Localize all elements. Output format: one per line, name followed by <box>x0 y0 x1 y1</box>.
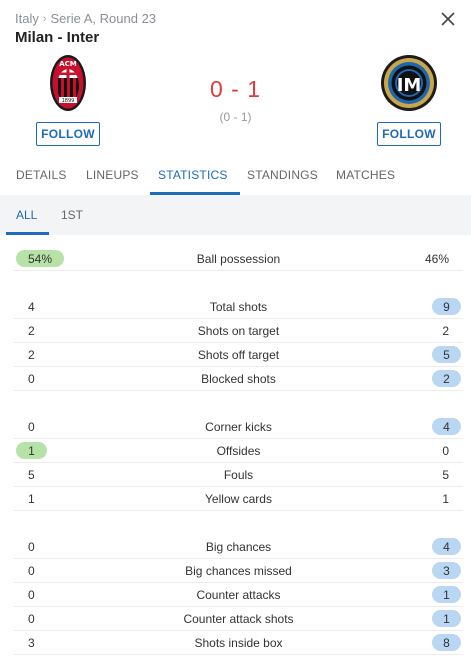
stat-home-value: 0 <box>28 563 35 578</box>
stat-label: Total shots <box>209 299 268 314</box>
stat-row-shots-off-target: 2 Shots off target 5 <box>14 343 463 367</box>
stat-row-big-chances: 0 Big chances 4 <box>14 535 463 559</box>
stat-home-value: 0 <box>28 611 35 626</box>
stat-label: Ball possession <box>196 251 281 266</box>
halftime-score: (0 - 1) <box>219 110 252 124</box>
stat-home-value: 1 <box>28 491 35 506</box>
breadcrumb-competition[interactable]: Serie A, Round 23 <box>50 11 157 26</box>
stat-label: Fouls <box>223 467 254 482</box>
stat-home-value: 54% <box>16 250 65 267</box>
stat-row-big-chances-missed: 0 Big chances missed 3 <box>14 559 463 583</box>
stat-label: Big chances <box>205 539 272 554</box>
stat-away-value: 9 <box>432 298 461 315</box>
stat-home-value: 0 <box>28 419 35 434</box>
stat-row-shots-inside-box: 3 Shots inside box 8 <box>14 631 463 655</box>
breadcrumb-country[interactable]: Italy <box>15 11 39 26</box>
stat-away-value: 4 <box>432 418 461 435</box>
stat-label: Shots on target <box>197 323 280 338</box>
stat-away-value: 5 <box>432 346 461 363</box>
stat-row-total-shots: 4 Total shots 9 <box>14 295 463 319</box>
away-logo-text: IM <box>397 75 422 96</box>
chevron-right-icon: › <box>42 12 47 25</box>
stat-away-value: 1 <box>442 491 449 506</box>
tab-matches[interactable]: MATCHES <box>336 168 396 182</box>
stat-home-value: 4 <box>28 299 35 314</box>
tab-standings[interactable]: STANDINGS <box>247 168 318 182</box>
stat-row-counter-attacks: 0 Counter attacks 1 <box>14 583 463 607</box>
stat-home-value: 1 <box>16 442 47 459</box>
stat-away-value: 8 <box>432 634 461 651</box>
home-logo-text: ACM <box>59 60 77 68</box>
stat-away-value: 46% <box>424 251 449 266</box>
stat-home-value: 2 <box>28 347 35 362</box>
stat-row-offsides: 1 Offsides 0 <box>14 439 463 463</box>
stat-home-value: 0 <box>28 587 35 602</box>
tab-details[interactable]: DETAILS <box>16 168 67 182</box>
tab-statistics[interactable]: STATISTICS <box>150 160 240 195</box>
stat-away-value: 3 <box>432 562 461 579</box>
subtab-all[interactable]: ALL <box>5 208 50 235</box>
stat-row-yellow-cards: 1 Yellow cards 1 <box>14 487 463 511</box>
home-logo-year: 1899 <box>62 98 75 104</box>
stat-away-value: 4 <box>432 538 461 555</box>
follow-home-button[interactable]: FOLLOW <box>36 122 100 146</box>
stat-label: Offsides <box>216 443 261 458</box>
stat-label: Corner kicks <box>205 419 272 434</box>
stat-label: Counter attacks <box>196 587 281 602</box>
close-icon[interactable] <box>439 10 457 28</box>
match-title: Milan - Inter <box>15 29 100 46</box>
home-team-logo[interactable]: ACM 1899 <box>38 53 98 113</box>
stat-row-corner-kicks: 0 Corner kicks 4 <box>14 415 463 439</box>
stat-home-value: 0 <box>28 539 35 554</box>
stat-row-shots-on-target: 2 Shots on target 2 <box>14 319 463 343</box>
stat-away-value: 2 <box>442 323 449 338</box>
breadcrumb: Italy › Serie A, Round 23 <box>15 11 156 26</box>
stat-away-value: 2 <box>432 370 461 387</box>
match-tabs: DETAILS LINEUPS STATISTICS STANDINGS MAT… <box>0 160 471 195</box>
stat-label: Big chances missed <box>185 563 292 578</box>
stat-row-counter-attack-shots: 0 Counter attack shots 1 <box>14 607 463 631</box>
stat-away-value: 1 <box>432 586 461 603</box>
subtab-first-half[interactable]: 1ST <box>61 208 84 222</box>
stat-label: Shots inside box <box>194 635 283 650</box>
stat-home-value: 3 <box>28 635 35 650</box>
away-team-logo[interactable]: IM <box>379 53 439 113</box>
stat-row-blocked-shots: 0 Blocked shots 2 <box>14 367 463 391</box>
stat-label: Blocked shots <box>201 371 276 386</box>
follow-away-button[interactable]: FOLLOW <box>377 122 441 146</box>
stat-label: Shots off target <box>197 347 280 362</box>
stat-row-ball-possession: 54% Ball possession 46% <box>14 247 463 271</box>
stat-home-value: 5 <box>28 467 35 482</box>
stat-home-value: 2 <box>28 323 35 338</box>
stat-label: Counter attack shots <box>183 611 294 626</box>
stat-away-value: 5 <box>442 467 449 482</box>
stat-home-value: 0 <box>28 371 35 386</box>
period-tabs: ALL 1ST <box>0 195 471 235</box>
match-score: 0 - 1 <box>209 76 262 102</box>
stat-away-value: 1 <box>432 610 461 627</box>
tab-lineups[interactable]: LINEUPS <box>86 168 139 182</box>
stat-label: Yellow cards <box>205 491 272 506</box>
stat-away-value: 0 <box>442 443 449 458</box>
stat-row-fouls: 5 Fouls 5 <box>14 463 463 487</box>
